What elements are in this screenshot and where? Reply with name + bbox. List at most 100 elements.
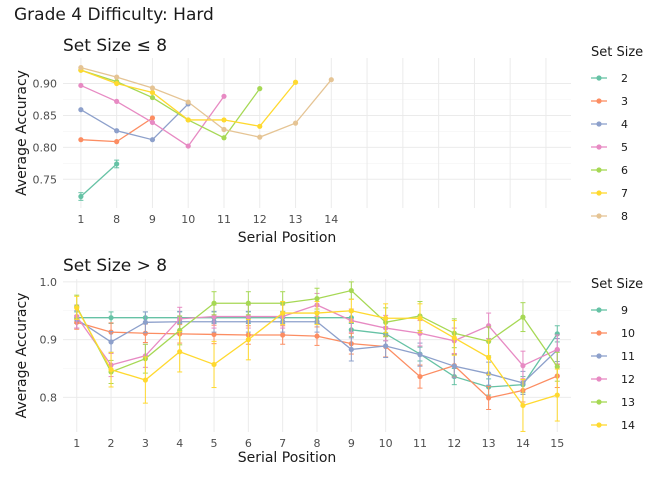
data-point-8	[257, 134, 263, 140]
data-point-8	[221, 126, 227, 133]
x-tick-label: 12	[253, 213, 267, 226]
x-tick-label: 1	[77, 213, 84, 226]
legend-label: 6	[621, 164, 628, 177]
data-point-7	[257, 123, 263, 129]
y-axis-label: Average Accuracy	[14, 293, 30, 419]
series-8	[78, 64, 334, 140]
x-tick-label: 15	[550, 437, 564, 450]
data-point-3	[149, 115, 156, 121]
data-point-14	[280, 310, 286, 316]
data-point-2	[114, 161, 120, 167]
data-point-14	[383, 315, 389, 321]
y-tick-label: 0.90	[33, 78, 58, 91]
series-6	[78, 67, 263, 141]
legend-label: 13	[621, 396, 635, 409]
data-point-9	[108, 315, 114, 321]
data-point-13	[245, 300, 251, 306]
y-tick-label: 0.8	[40, 391, 58, 404]
data-point-10	[280, 332, 286, 338]
data-point-13	[520, 314, 526, 320]
data-point-8	[149, 85, 156, 91]
series-7	[78, 67, 299, 129]
y-tick-label: 0.75	[33, 173, 58, 186]
x-tick-label: 9	[149, 213, 156, 226]
x-tick-label: 14	[324, 213, 338, 226]
legend-key-point	[596, 330, 602, 336]
legend-label: 8	[621, 210, 628, 223]
x-tick-label: 10	[181, 213, 195, 226]
data-point-6	[257, 86, 263, 92]
series-line-8	[80, 66, 332, 138]
data-point-12	[554, 346, 560, 353]
data-point-10	[486, 395, 492, 401]
data-point-4	[114, 128, 120, 134]
data-point-8	[185, 99, 191, 105]
y-tick-label: 0.9	[40, 334, 58, 347]
series-5	[78, 82, 227, 149]
data-point-11	[142, 319, 148, 325]
series-line-6	[80, 69, 261, 139]
x-tick-label: 3	[142, 437, 149, 450]
data-point-14	[554, 392, 560, 398]
series-14	[74, 295, 560, 432]
legend-title: Set Size	[591, 45, 643, 60]
legend-title: Set Size	[591, 277, 643, 292]
legend-key-point	[596, 121, 602, 127]
data-point-14	[314, 310, 320, 316]
x-tick-label: 5	[211, 437, 218, 450]
legend-key-point	[596, 307, 602, 313]
y-tick-label: 0.80	[33, 141, 58, 154]
data-point-14	[520, 402, 526, 409]
data-point-14	[245, 337, 251, 343]
legend-key-point	[596, 98, 602, 104]
gridlines	[63, 58, 571, 208]
x-tick-label: 13	[289, 213, 303, 226]
data-point-8	[292, 120, 299, 126]
data-point-12	[520, 363, 526, 369]
x-tick-label: 9	[348, 437, 355, 450]
data-point-5	[149, 119, 156, 126]
legend-key-point	[596, 167, 602, 173]
legend-label: 10	[621, 327, 635, 340]
x-tick-label: 8	[314, 437, 321, 450]
x-tick-label: 11	[217, 213, 231, 226]
legend-label: 2	[621, 72, 628, 85]
x-tick-label: 12	[447, 437, 461, 450]
data-point-8	[78, 64, 84, 71]
data-point-7	[185, 117, 191, 123]
data-point-13	[554, 364, 560, 370]
data-point-14	[108, 367, 114, 373]
legend-label: 3	[621, 95, 628, 108]
y-tick-label: 0.85	[33, 109, 58, 122]
data-point-5	[185, 143, 191, 149]
legend-label: 5	[621, 141, 628, 154]
data-point-13	[211, 300, 217, 306]
data-point-11	[108, 339, 114, 345]
data-point-10	[142, 330, 148, 336]
data-point-14	[486, 354, 492, 361]
data-point-7	[221, 117, 227, 123]
x-axis-label: Serial Position	[238, 230, 337, 246]
data-point-3	[114, 139, 120, 145]
panel-top: Set Size ≤ 8 0.75 0.80 0.85 0.90 1 8 9 10 11 12 13 1…	[14, 36, 643, 246]
data-point-11	[383, 343, 389, 349]
panel-title: Set Size > 8	[63, 256, 167, 276]
x-tick-label: 1	[73, 437, 80, 450]
x-tick-label: 8	[113, 213, 120, 226]
data-point-4	[78, 107, 84, 113]
series-2	[78, 159, 120, 201]
data-point-5	[221, 93, 227, 99]
data-point-5	[78, 82, 84, 89]
legend-label: 4	[621, 118, 628, 131]
legend-key-point	[596, 422, 602, 428]
legend-key-point	[596, 353, 602, 359]
series-10	[74, 314, 560, 410]
legend-label: 11	[621, 350, 635, 363]
series-line-4	[80, 103, 189, 141]
data-point-6	[149, 94, 156, 101]
legend-key-point	[596, 190, 602, 196]
x-axis-label: Serial Position	[238, 450, 337, 466]
data-point-12	[417, 330, 423, 336]
legend-key-point	[596, 213, 602, 219]
